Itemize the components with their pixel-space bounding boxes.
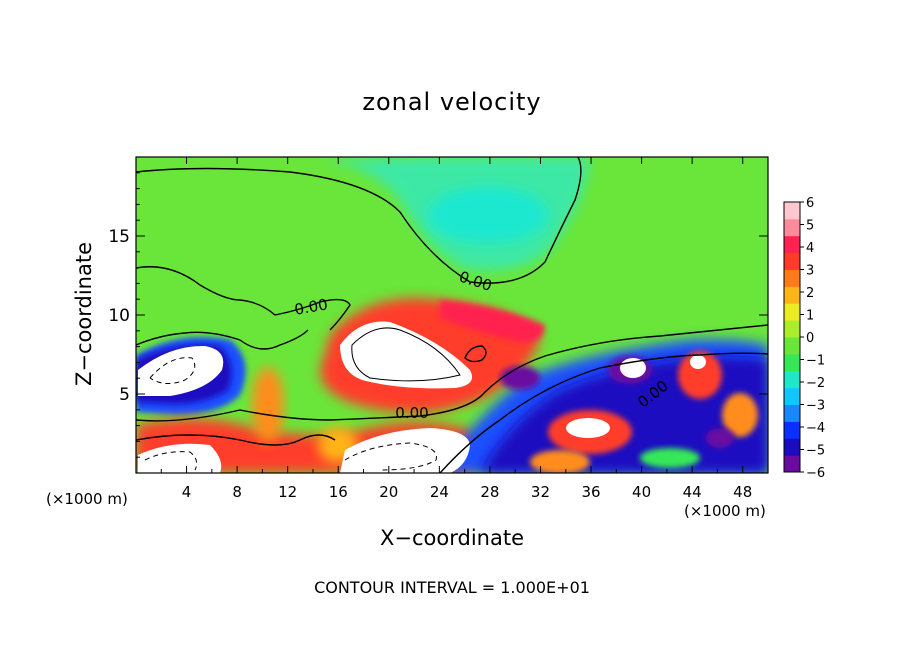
colorbar-tick-label: −4	[806, 421, 825, 436]
x-tick-label: 20	[379, 483, 398, 501]
x-tick-label: 16	[329, 483, 348, 501]
contour-lines	[136, 157, 768, 473]
colorbar-swatch	[784, 421, 800, 439]
colorbar-swatch	[784, 269, 800, 287]
colorbar-tick-label: −2	[806, 376, 825, 391]
colorbar-swatch	[784, 286, 800, 304]
colorbar-tick-label: 1	[806, 309, 814, 324]
colorbar-swatch	[784, 252, 800, 270]
y-axis-ticks: 5 10 15	[108, 172, 768, 458]
colorbar: 6 5 4 3 2 1 0 −1 −2 −3 −4 −5 −6	[783, 196, 825, 481]
colorbar-swatch	[784, 202, 800, 220]
field-white-center	[340, 321, 473, 389]
x-tick-label: 44	[683, 483, 702, 501]
colorbar-tick-label: −3	[806, 399, 825, 414]
x-unit-left: (×1000 m)	[46, 490, 128, 508]
colorbar-tick-label: 6	[806, 196, 814, 211]
colorbar-tick-label: 2	[806, 286, 814, 301]
x-tick-label: 28	[480, 483, 499, 501]
colorbar-swatch	[784, 370, 800, 389]
field-white-left	[138, 345, 224, 396]
colorbar-swatch	[784, 404, 800, 422]
colorbar-tick-label: 5	[806, 219, 814, 234]
x-axis-label: X−coordinate	[380, 526, 524, 550]
contour-lines-dashed	[144, 357, 437, 471]
x-tick-label: 48	[733, 483, 752, 501]
colorbar-swatch	[784, 303, 800, 321]
contour-lines-thin	[351, 327, 461, 382]
colorbar-tick-label: 0	[806, 331, 814, 346]
field-orange-col	[252, 367, 284, 443]
colorbar-swatch	[784, 320, 800, 338]
heatmap-field	[136, 157, 768, 473]
colorbar-swatch	[784, 438, 800, 456]
colorbar-tick-label: −5	[806, 444, 825, 459]
x-tick-label: 32	[531, 483, 550, 501]
colorbar-swatch	[784, 387, 800, 405]
x-tick-label: 4	[182, 483, 192, 501]
x-tick-label: 12	[278, 483, 297, 501]
y-axis-label: Z−coordinate	[72, 242, 96, 386]
contour-label: 0.00	[293, 295, 329, 319]
x-axis-ticks: 4 8 12 16 20 24 28 32 36 40 44 48	[160, 157, 752, 501]
contour-interval-note: CONTOUR INTERVAL = 1.000E+01	[314, 578, 590, 597]
y-tick-label: 5	[119, 385, 130, 405]
x-tick-label: 40	[632, 483, 651, 501]
y-tick-label: 15	[108, 227, 130, 247]
x-tick-label: 24	[430, 483, 449, 501]
colorbar-swatch	[784, 235, 800, 254]
x-tick-label: 8	[232, 483, 242, 501]
colorbar-swatch	[784, 218, 800, 237]
colorbar-tick-label: 4	[806, 241, 814, 256]
x-unit-right: (×1000 m)	[684, 502, 766, 520]
x-tick-label: 36	[581, 483, 600, 501]
field-cyan-core	[428, 187, 548, 243]
colorbar-swatch	[784, 353, 800, 372]
y-tick-label: 10	[108, 306, 130, 326]
contour-label: 0.00	[395, 404, 428, 422]
colorbar-swatch	[784, 455, 800, 473]
colorbar-swatch	[784, 337, 800, 355]
colorbar-tick-label: 3	[806, 264, 814, 279]
chart-title: zonal velocity	[362, 88, 542, 116]
colorbar-tick-label: −1	[806, 354, 825, 369]
colorbar-tick-label: −6	[806, 466, 825, 481]
